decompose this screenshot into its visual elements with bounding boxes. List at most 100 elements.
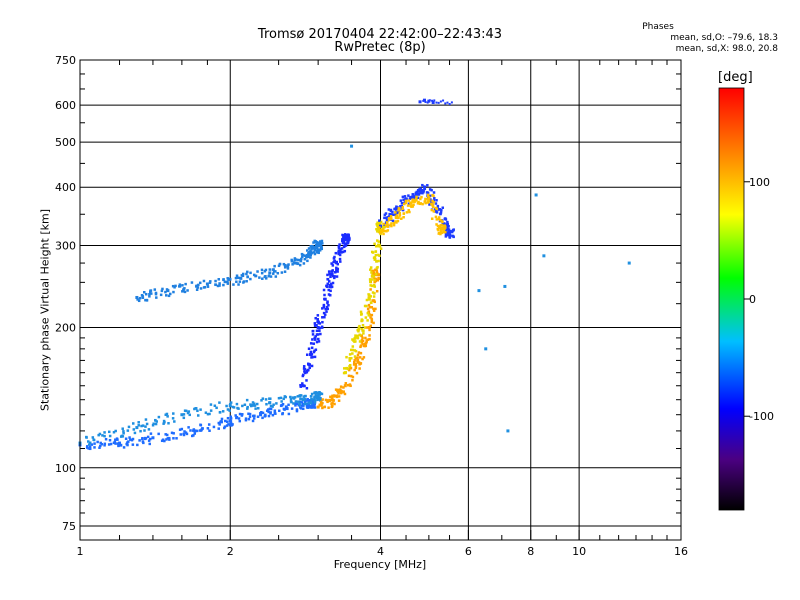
echo-point <box>343 249 347 253</box>
echo-point <box>323 315 326 319</box>
y-tick-label: 75 <box>62 520 76 533</box>
echo-point <box>389 209 393 213</box>
echo-point <box>353 349 356 352</box>
echo-point <box>435 207 439 211</box>
echo-point <box>260 399 263 402</box>
echo-point <box>319 332 322 336</box>
echo-point <box>337 395 341 398</box>
echo-point <box>343 367 346 370</box>
echo-point <box>320 325 324 328</box>
echo-point <box>209 280 212 283</box>
echo-point <box>223 280 227 284</box>
echo-point <box>373 285 376 288</box>
echo-point <box>278 263 282 266</box>
echo-point <box>361 357 364 361</box>
echo-point <box>357 361 361 364</box>
echo-point <box>303 402 306 406</box>
echo-point <box>321 242 324 245</box>
echo-point <box>138 439 141 442</box>
echo-point <box>313 246 316 250</box>
echo-point <box>271 413 275 417</box>
echo-point <box>351 345 355 348</box>
echo-point <box>372 321 375 325</box>
echo-point <box>337 246 341 250</box>
echo-point <box>93 446 96 449</box>
echo-point <box>146 435 150 439</box>
echo-point <box>377 253 380 257</box>
echo-point <box>329 275 332 279</box>
echo-point <box>379 224 382 228</box>
echo-point <box>144 425 147 428</box>
echo-point <box>232 406 236 409</box>
echo-point <box>366 319 369 322</box>
echo-point <box>362 332 365 335</box>
echo-point <box>141 424 145 427</box>
echo-point <box>183 287 186 290</box>
echo-point <box>114 442 117 445</box>
echo-point <box>165 438 168 441</box>
echo-point <box>369 295 372 298</box>
echo-point <box>103 442 107 446</box>
echo-point <box>208 412 211 416</box>
echo-point <box>386 229 390 232</box>
echo-point <box>422 99 425 102</box>
echo-point <box>237 283 240 286</box>
echo-point <box>319 402 323 406</box>
echo-point <box>316 314 320 317</box>
echo-point <box>450 230 454 234</box>
echo-point <box>315 251 318 254</box>
echo-point <box>391 210 394 214</box>
echo-point <box>199 408 202 411</box>
echo-point <box>217 427 220 430</box>
echo-point <box>378 245 382 248</box>
echo-point <box>354 336 357 339</box>
echo-point <box>387 218 391 222</box>
echo-point <box>274 275 278 278</box>
echo-point <box>301 398 305 402</box>
echo-point <box>365 339 368 342</box>
echo-point <box>440 223 443 227</box>
echo-point <box>335 268 338 272</box>
echo-point <box>370 250 374 254</box>
echo-point <box>427 196 431 200</box>
echo-point <box>301 382 304 385</box>
echo-point <box>357 326 361 329</box>
echo-point <box>226 280 229 284</box>
echo-point <box>422 190 425 194</box>
echo-point <box>313 248 316 252</box>
echo-point <box>311 244 314 248</box>
echo-point <box>404 201 408 205</box>
echo-point <box>182 432 185 436</box>
echo-point <box>442 228 445 231</box>
echo-point <box>362 356 366 359</box>
echo-point <box>303 394 307 398</box>
y-tick-label: 500 <box>55 136 76 149</box>
echo-point <box>313 324 317 327</box>
echo-point <box>377 240 381 243</box>
echo-point <box>303 384 306 388</box>
echo-point <box>310 406 313 409</box>
axis-ticks: 1 2 4 6 8 10 16 75 100 200 300 400 500 600 750 <box>55 54 688 558</box>
echo-point <box>422 185 426 189</box>
echo-point <box>224 419 227 423</box>
echo-point <box>164 290 167 294</box>
echo-point <box>333 402 336 406</box>
echo-point <box>246 407 249 410</box>
echo-point <box>345 235 348 238</box>
echo-point <box>354 356 358 360</box>
echo-point <box>202 279 206 283</box>
echo-point <box>377 243 380 247</box>
echo-point <box>339 391 343 395</box>
echo-point <box>217 421 221 425</box>
echo-point <box>319 397 322 400</box>
echo-point <box>294 258 298 261</box>
echo-point <box>321 320 324 324</box>
echo-point <box>184 431 188 434</box>
echo-point <box>261 411 265 415</box>
echo-point <box>227 423 230 426</box>
echo-point <box>301 255 304 259</box>
echo-point <box>375 223 379 226</box>
echo-point <box>371 291 375 294</box>
echo-point <box>223 426 226 430</box>
